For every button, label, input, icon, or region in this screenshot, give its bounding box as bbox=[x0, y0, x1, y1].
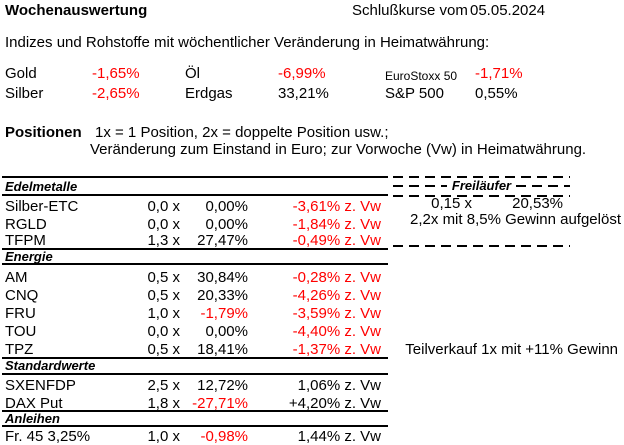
positionen-line1: 1x = 1 Position, 2x = doppelte Position … bbox=[95, 124, 389, 141]
page-title: Wochenauswertung bbox=[5, 2, 148, 19]
row-name: Silber-ETC bbox=[5, 198, 79, 215]
index-label-eurostoxx: EuroStoxx 50 bbox=[385, 69, 458, 83]
row-vw: -3,61% z. Vw bbox=[292, 198, 381, 215]
row-perf: 18,41% bbox=[197, 341, 248, 358]
freilaeufer-closed-note: 2,2x mit 8,5% Gewinn aufgelöst bbox=[410, 211, 621, 228]
row-mult: 1,0 x bbox=[147, 305, 180, 322]
section-title-energie: Energie bbox=[5, 249, 53, 264]
divider bbox=[2, 357, 388, 359]
section-title-standardwerte: Standardwerte bbox=[5, 358, 96, 373]
index-value-eurostoxx: -1,71% bbox=[475, 65, 523, 82]
section-title-edelmetalle: Edelmetalle bbox=[5, 179, 78, 194]
divider bbox=[2, 410, 388, 412]
row-vw: -3,59% z. Vw bbox=[292, 305, 381, 322]
dashed-divider bbox=[393, 176, 570, 178]
row-mult: 1,8 x bbox=[147, 395, 180, 412]
index-label-oel: Öl bbox=[185, 65, 200, 82]
row-mult: 0,5 x bbox=[147, 341, 180, 358]
index-value-silber: -2,65% bbox=[92, 85, 140, 102]
divider bbox=[2, 263, 388, 265]
divider bbox=[2, 373, 388, 375]
row-vw: -4,26% z. Vw bbox=[292, 287, 381, 304]
row-mult: 1,3 x bbox=[147, 232, 180, 249]
section-title-anleihen: Anleihen bbox=[5, 411, 60, 426]
positionen-label: Positionen bbox=[5, 124, 82, 141]
intro-text: Indizes und Rohstoffe mit wöchentlicher … bbox=[5, 34, 490, 51]
row-name: FRU bbox=[5, 305, 36, 322]
freilaeufer-label: Freiläufer bbox=[451, 178, 512, 193]
row-name: TFPM bbox=[5, 232, 46, 249]
row-vw: -1,37% z. Vw bbox=[292, 341, 381, 358]
row-mult: 0,5 x bbox=[147, 269, 180, 286]
index-value-sp500: 0,55% bbox=[475, 85, 518, 102]
row-mult: 1,0 x bbox=[147, 428, 180, 445]
divider bbox=[2, 176, 388, 178]
row-perf: -27,71% bbox=[192, 395, 248, 412]
closing-prices-label: Schlußkurse vom bbox=[352, 2, 468, 19]
positionen-line2: Veränderung zum Einstand in Euro; zur Vo… bbox=[90, 141, 587, 158]
dashed-divider bbox=[393, 185, 447, 187]
row-perf: 20,33% bbox=[197, 287, 248, 304]
freilaeufer-header: Freiläufer bbox=[393, 179, 570, 193]
row-vw: 1,44% z. Vw bbox=[297, 428, 381, 445]
row-name: AM bbox=[5, 269, 28, 286]
row-perf: 27,47% bbox=[197, 232, 248, 249]
index-value-erdgas: 33,21% bbox=[278, 85, 329, 102]
freilaeufer-position: 0,15 x bbox=[431, 195, 472, 212]
row-vw: -1,84% z. Vw bbox=[292, 216, 381, 233]
row-vw: 1,06% z. Vw bbox=[297, 377, 381, 394]
index-value-gold: -1,65% bbox=[92, 65, 140, 82]
row-perf: 12,72% bbox=[197, 377, 248, 394]
row-perf: 0,00% bbox=[205, 198, 248, 215]
row-mult: 0,0 x bbox=[147, 216, 180, 233]
row-mult: 0,0 x bbox=[147, 198, 180, 215]
row-vw: +4,20% z. Vw bbox=[288, 395, 381, 412]
row-perf: -1,79% bbox=[200, 305, 248, 322]
row-perf: -0,98% bbox=[200, 428, 248, 445]
index-label-silber: Silber bbox=[5, 85, 44, 102]
closing-date: 05.05.2024 bbox=[470, 2, 546, 19]
row-perf: 0,00% bbox=[205, 216, 248, 233]
row-name: SXENFDP bbox=[5, 377, 76, 394]
row-name: RGLD bbox=[5, 216, 47, 233]
row-perf: 30,84% bbox=[197, 269, 248, 286]
dashed-divider bbox=[393, 245, 570, 247]
row-vw: -0,49% z. Vw bbox=[292, 232, 381, 249]
freilaeufer-performance: 20,53% bbox=[512, 195, 563, 212]
index-label-gold: Gold bbox=[5, 65, 37, 82]
row-mult: 2,5 x bbox=[147, 377, 180, 394]
row-name: TPZ bbox=[5, 341, 34, 358]
index-value-oel: -6,99% bbox=[278, 65, 326, 82]
row-mult: 0,5 x bbox=[147, 287, 180, 304]
index-label-sp500: S&P 500 bbox=[385, 85, 444, 102]
row-name: TOU bbox=[5, 323, 37, 340]
divider bbox=[2, 248, 388, 250]
row-note: Teilverkauf 1x mit +11% Gewinn bbox=[405, 341, 618, 358]
row-mult: 0,0 x bbox=[147, 323, 180, 340]
row-vw: -0,28% z. Vw bbox=[292, 269, 381, 286]
divider bbox=[2, 194, 388, 196]
index-label-erdgas: Erdgas bbox=[185, 85, 233, 102]
row-name: Fr. 45 3,25% bbox=[5, 428, 91, 445]
row-name: DAX Put bbox=[5, 395, 63, 412]
dashed-divider bbox=[393, 195, 570, 197]
row-name: CNQ bbox=[5, 287, 39, 304]
row-perf: 0,00% bbox=[205, 323, 248, 340]
row-vw: -4,40% z. Vw bbox=[292, 323, 381, 340]
dashed-divider bbox=[516, 185, 570, 187]
divider bbox=[2, 425, 388, 427]
